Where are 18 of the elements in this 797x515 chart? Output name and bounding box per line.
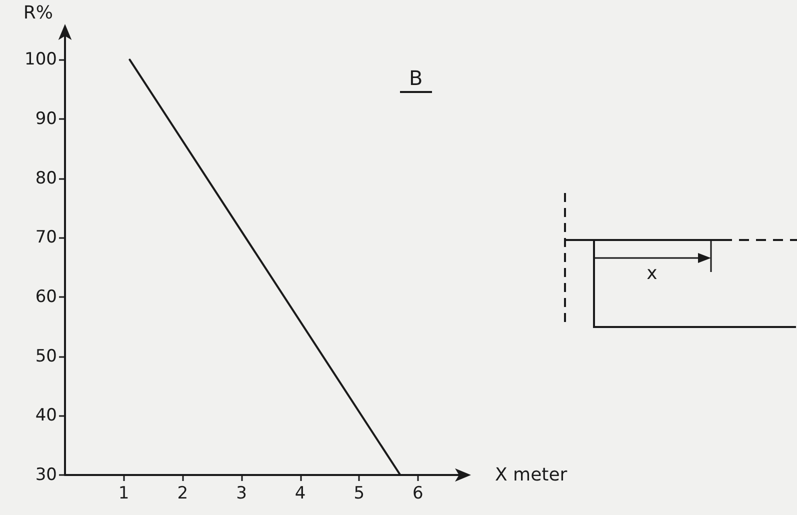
y-tick-label: 100 [24, 50, 57, 70]
dimension-sketch: x [564, 193, 797, 328]
y-tick-label: 30 [35, 465, 57, 485]
y-tick-label: 40 [35, 406, 57, 426]
y-tick-label: 50 [35, 346, 57, 366]
y-tick-label: 60 [35, 287, 57, 307]
x-tick-label: 2 [177, 484, 188, 504]
text: B [400, 66, 432, 93]
y-tick-label: 70 [35, 228, 57, 248]
y-axis-title: R% [23, 2, 53, 24]
x-tick-label: 4 [294, 484, 306, 504]
x-tick-label: 1 [118, 484, 130, 504]
y-tick-label: 90 [35, 109, 57, 129]
x-tick-label: 3 [236, 484, 247, 504]
x-axis-title: X meter [495, 464, 568, 486]
x-tick-label: 5 [354, 484, 365, 504]
y-tick-label: 80 [35, 168, 57, 188]
x-tick-label: 6 [412, 484, 424, 504]
